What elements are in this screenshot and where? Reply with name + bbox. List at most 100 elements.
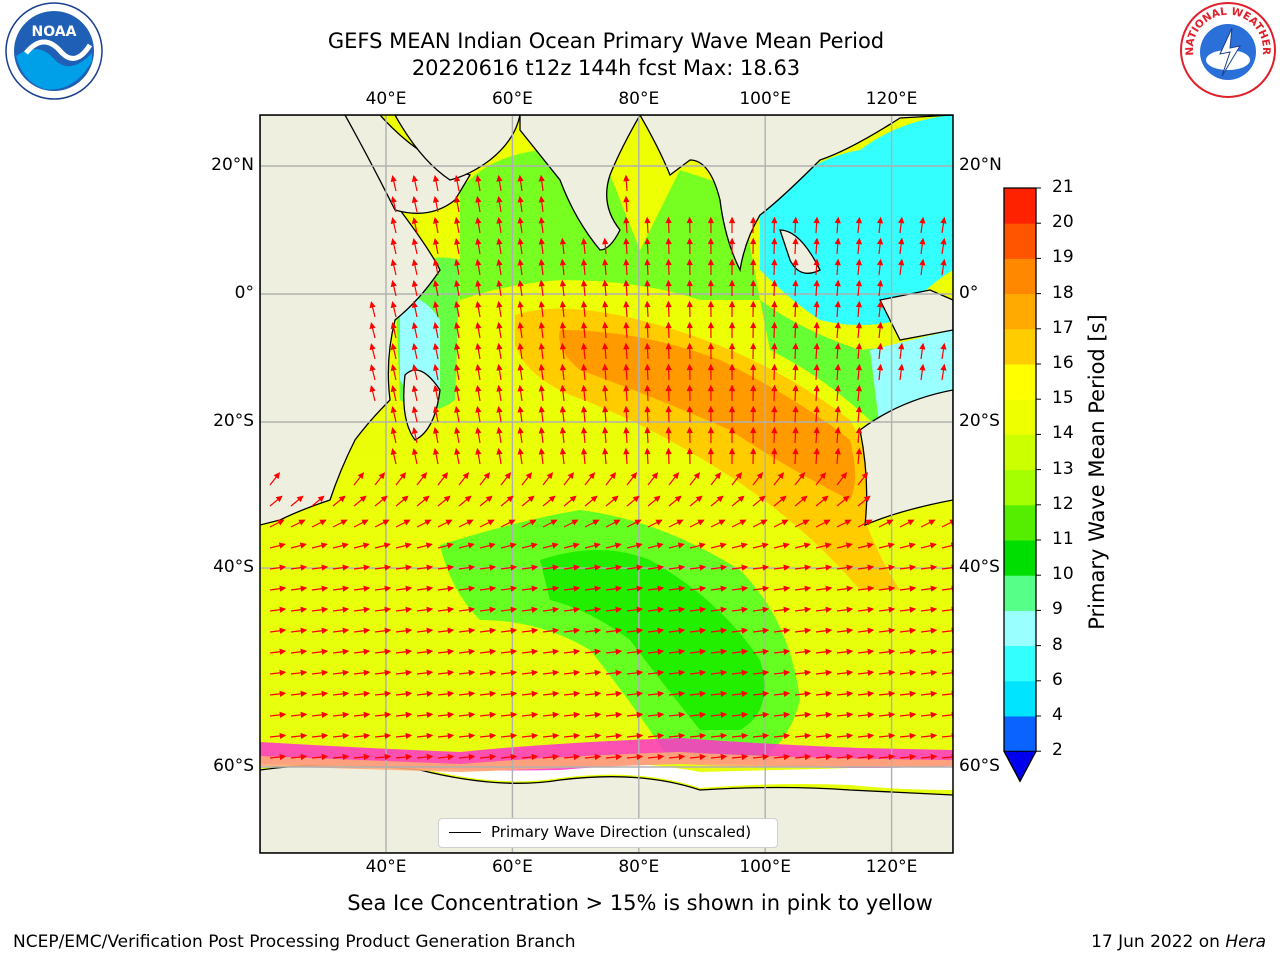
- wave-arrow-head: [867, 585, 875, 592]
- wave-arrow-head: [762, 585, 770, 592]
- wave-arrow-head: [657, 585, 665, 592]
- wave-arrow-head: [644, 279, 651, 287]
- wave-arrow-head: [363, 753, 371, 761]
- wave-arrow-head: [707, 216, 715, 224]
- wave-arrow-head: [802, 519, 810, 526]
- wave-arrow-head: [615, 648, 623, 655]
- wave-arrow-head: [559, 300, 567, 308]
- colorbar-label: 8: [1052, 634, 1063, 655]
- wave-arrow-head: [909, 732, 917, 740]
- wave-arrow-head: [447, 585, 455, 592]
- wave-arrow-head: [898, 363, 905, 371]
- wave-arrow-head: [792, 426, 799, 434]
- wave-arrow-head: [573, 564, 581, 571]
- wave-arrow-head: [594, 585, 602, 592]
- wave-arrow-head: [552, 732, 560, 740]
- wave-arrow-head: [716, 495, 724, 503]
- wave-arrow-head: [517, 342, 524, 350]
- wave-arrow-head: [623, 363, 630, 371]
- wave-arrow-head: [741, 585, 749, 592]
- wave-arrow-head: [384, 753, 392, 761]
- wave-arrow-head: [840, 472, 848, 480]
- wave-arrow-head: [718, 519, 726, 526]
- wave-arrow-head: [615, 690, 623, 697]
- wave-arrow-head: [855, 426, 863, 434]
- wave-arrow-head: [930, 690, 938, 697]
- wave-arrow-head: [426, 690, 434, 697]
- wave-arrow-head: [739, 519, 747, 526]
- wave-arrow-head: [447, 732, 455, 740]
- wave-arrow-head: [338, 495, 346, 503]
- wave-arrow-head: [405, 669, 413, 676]
- wave-arrow-head: [411, 426, 418, 434]
- wave-arrow-head: [804, 606, 812, 613]
- legend-text: Primary Wave Direction (unscaled): [491, 823, 752, 841]
- wave-arrow-head: [636, 753, 644, 761]
- wave-arrow-head: [760, 519, 768, 526]
- wave-arrow-head: [580, 363, 588, 371]
- wave-arrow-head: [762, 606, 770, 613]
- wave-arrow-head: [741, 606, 749, 613]
- wave-arrow-head: [677, 542, 685, 549]
- wave-arrow-head: [758, 495, 766, 503]
- wave-arrow-head: [940, 342, 947, 350]
- wave-arrow-head: [432, 342, 440, 350]
- wave-arrow-head: [888, 690, 896, 697]
- wave-arrow-head: [665, 447, 672, 455]
- wave-arrow-head: [846, 690, 854, 697]
- wave-arrow-head: [783, 585, 791, 592]
- wave-arrow-head: [273, 472, 281, 480]
- wave-arrow-head: [279, 732, 287, 740]
- wave-arrow-head: [390, 343, 397, 351]
- wave-arrow-head: [672, 472, 680, 480]
- wave-arrow-head: [383, 542, 391, 549]
- wave-arrow-head: [468, 606, 476, 613]
- wave-arrow-head: [559, 426, 567, 434]
- wave-arrow-head: [783, 564, 791, 571]
- wave-arrow-head: [615, 732, 623, 740]
- wave-arrow-head: [825, 627, 833, 634]
- wave-arrow-head: [750, 447, 757, 455]
- wave-arrow-head: [517, 279, 524, 287]
- wave-arrow-head: [665, 300, 672, 308]
- wave-arrow-head: [909, 669, 917, 676]
- wave-arrow-head: [510, 732, 518, 740]
- colorbar-frame: [1003, 187, 1037, 783]
- wave-arrow-head: [447, 753, 455, 761]
- wave-arrow-head: [909, 585, 917, 592]
- wave-arrow-head: [630, 472, 638, 480]
- wave-arrow-head: [466, 519, 474, 526]
- wave-arrow-head: [909, 564, 917, 571]
- wave-arrow-head: [443, 495, 451, 503]
- wave-arrow-head: [813, 216, 820, 224]
- wave-arrow-head: [517, 426, 524, 434]
- wave-arrow-head: [657, 648, 665, 655]
- wave-arrow-head: [644, 363, 651, 371]
- wave-arrow-head: [321, 690, 329, 697]
- wave-arrow-head: [594, 711, 602, 719]
- wave-arrow-head: [475, 216, 482, 224]
- colorbar-segment: [1004, 716, 1036, 752]
- wave-arrow-head: [846, 606, 854, 613]
- wave-arrow-head: [602, 426, 609, 434]
- lon-tick-bottom: 80°E: [618, 857, 660, 877]
- wave-arrow-head: [390, 175, 397, 183]
- wave-arrow-head: [299, 542, 307, 549]
- wave-arrow-head: [485, 495, 493, 503]
- wave-arrow-head: [909, 690, 917, 697]
- wave-arrow-head: [321, 711, 329, 719]
- wave-arrow-head: [552, 753, 560, 761]
- wave-arrow-head: [919, 258, 926, 266]
- wave-arrow-head: [432, 300, 440, 308]
- wave-arrow-head: [623, 342, 630, 350]
- wave-arrow-head: [919, 237, 926, 245]
- wave-arrow-head: [844, 519, 852, 526]
- colorbar: [1003, 187, 1041, 783]
- lon-tick-top: 100°E: [739, 89, 792, 109]
- wave-arrow-head: [699, 732, 707, 740]
- wave-arrow-head: [693, 472, 701, 480]
- wave-arrow-head: [320, 542, 328, 549]
- wave-arrow-head: [867, 690, 875, 697]
- wave-arrow-head: [855, 279, 863, 287]
- wave-arrow-head: [665, 363, 672, 371]
